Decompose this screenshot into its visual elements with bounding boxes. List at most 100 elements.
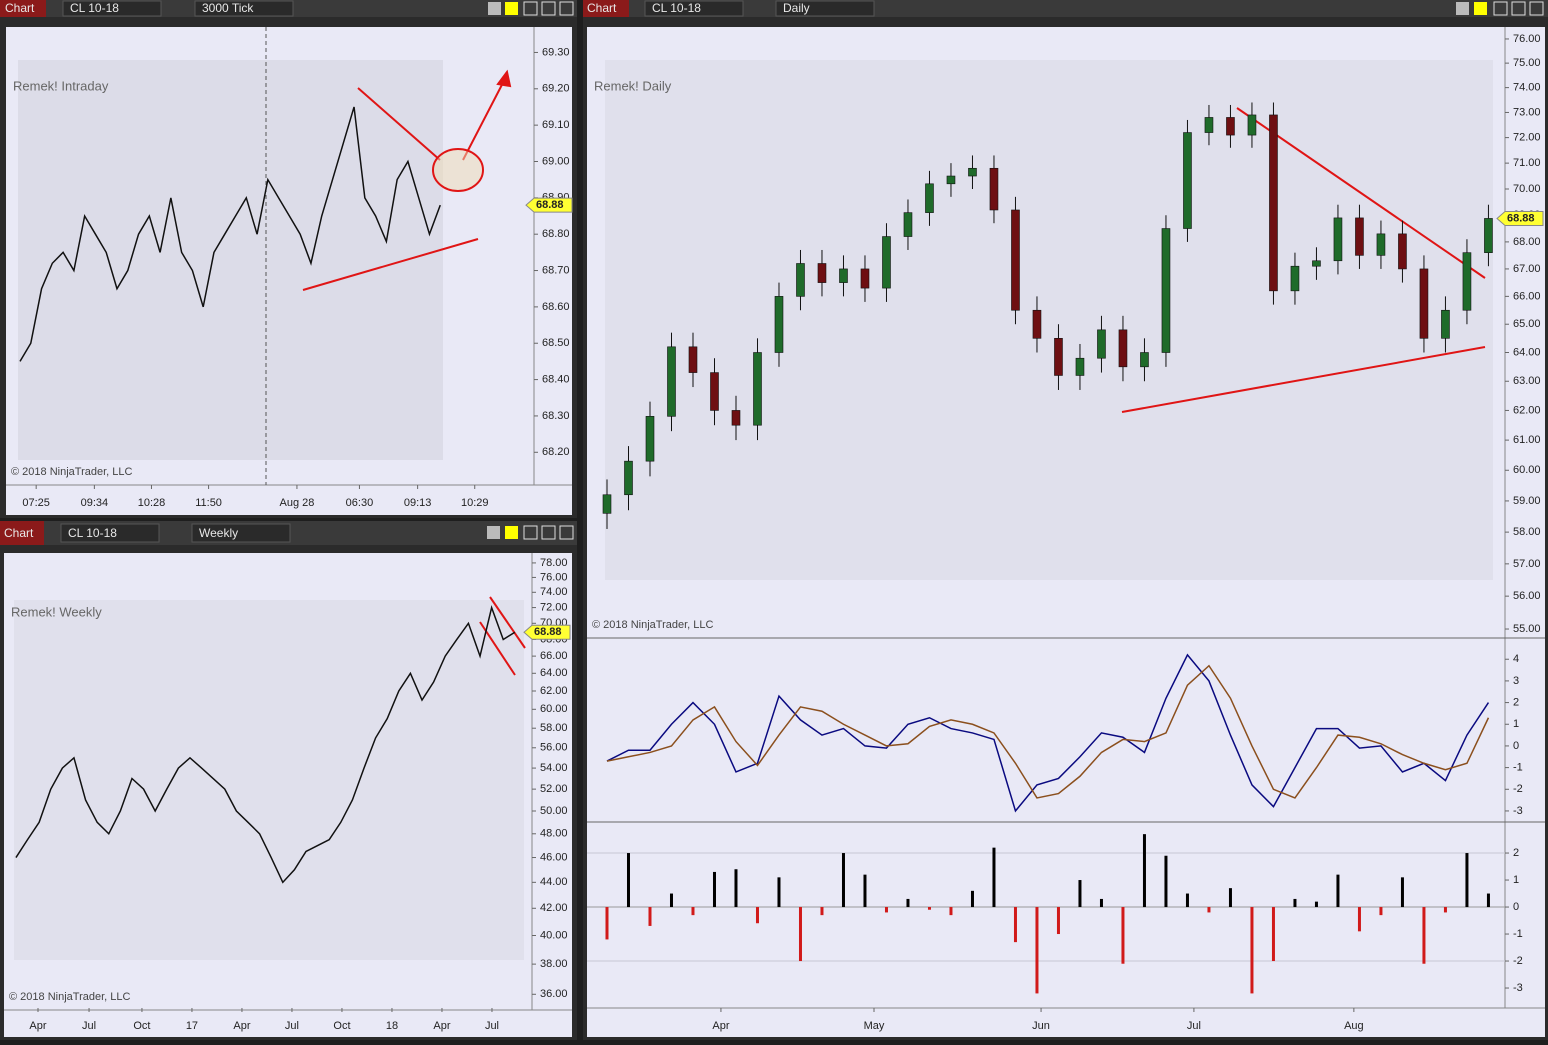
y-tick-label: 44.00 bbox=[540, 876, 568, 888]
x-tick-label: 11:50 bbox=[195, 497, 222, 509]
instrument-select[interactable] bbox=[60, 523, 160, 543]
period-select[interactable] bbox=[775, 0, 875, 17]
y-tick-label: 70.00 bbox=[1513, 183, 1541, 195]
y-tick-label: 46.00 bbox=[540, 851, 568, 863]
candle-body bbox=[1462, 252, 1472, 311]
bar bbox=[798, 907, 802, 962]
y-tick-label: 71.00 bbox=[1513, 157, 1541, 169]
color-button[interactable] bbox=[1474, 2, 1487, 15]
maximize-button[interactable] bbox=[541, 1, 556, 16]
candle-body bbox=[1226, 117, 1235, 136]
candle-body bbox=[1355, 217, 1364, 256]
y-tick-label: 61.00 bbox=[1513, 434, 1541, 446]
minimize-button[interactable] bbox=[1493, 1, 1508, 16]
y-tick-label: 78.00 bbox=[540, 557, 568, 569]
color-button[interactable] bbox=[1456, 2, 1469, 15]
toolbar: Chart CL 10-18 3000 Tick bbox=[0, 0, 577, 17]
bar bbox=[820, 907, 824, 916]
instrument-select[interactable] bbox=[62, 0, 162, 17]
bar bbox=[1013, 907, 1017, 943]
bar bbox=[1357, 907, 1361, 932]
close-button[interactable] bbox=[1529, 1, 1544, 16]
bar bbox=[605, 907, 609, 940]
bar bbox=[1443, 907, 1447, 913]
y-tick-label: 0 bbox=[1513, 901, 1519, 913]
toolbar: Chart CL 10-18 Weekly bbox=[0, 521, 577, 545]
copyright: © 2018 NinjaTrader, LLC bbox=[9, 991, 130, 1003]
y-tick-label: 36.00 bbox=[540, 988, 568, 1000]
candle-body bbox=[839, 268, 848, 283]
candle-body bbox=[774, 296, 784, 353]
y-tick-label: 50.00 bbox=[540, 805, 568, 817]
instrument-select[interactable] bbox=[644, 0, 744, 17]
y-tick-label: 58.00 bbox=[1513, 526, 1541, 538]
y-tick-label: 57.00 bbox=[1513, 558, 1541, 570]
candle-body bbox=[1484, 218, 1493, 253]
candle-body bbox=[860, 268, 870, 289]
candle-body bbox=[968, 167, 977, 177]
candle-body bbox=[645, 416, 655, 462]
y-tick-label: 67.00 bbox=[1513, 263, 1541, 275]
y-tick-label: 68.30 bbox=[542, 410, 570, 422]
bar bbox=[1185, 893, 1189, 908]
y-tick-label: 68.70 bbox=[542, 264, 570, 276]
instrument-label: CL 10-18 bbox=[68, 526, 117, 540]
y-tick-label: 72.00 bbox=[540, 601, 568, 613]
y-tick-label: -1 bbox=[1513, 762, 1523, 774]
x-tick-label: 10:29 bbox=[461, 497, 489, 509]
close-button[interactable] bbox=[559, 525, 574, 540]
candle-body bbox=[1419, 268, 1429, 339]
y-tick-label: 73.00 bbox=[1513, 106, 1541, 118]
x-tick-label: Apr bbox=[433, 1020, 450, 1032]
candle-body bbox=[817, 263, 827, 283]
candle-body bbox=[1075, 357, 1085, 376]
color-button[interactable] bbox=[487, 526, 500, 539]
close-button[interactable] bbox=[559, 1, 574, 16]
x-tick-label: 09:13 bbox=[404, 497, 432, 509]
bar bbox=[992, 847, 996, 908]
y-tick-label: 38.00 bbox=[540, 958, 568, 970]
chart-tab[interactable] bbox=[0, 0, 46, 17]
toolbar: Chart CL 10-18 Daily bbox=[583, 0, 1548, 17]
x-tick-label: 17 bbox=[186, 1020, 198, 1032]
chart-tab[interactable] bbox=[583, 0, 629, 17]
y-tick-label: -3 bbox=[1513, 982, 1523, 994]
y-tick-label: 66.00 bbox=[1513, 290, 1541, 302]
color-button[interactable] bbox=[505, 2, 518, 15]
chart-title: Remek! Weekly bbox=[11, 604, 102, 619]
x-tick-label: Aug 28 bbox=[280, 497, 315, 509]
period-select[interactable] bbox=[191, 523, 291, 543]
color-button[interactable] bbox=[488, 2, 501, 15]
copyright: © 2018 NinjaTrader, LLC bbox=[11, 466, 132, 478]
instrument-label: CL 10-18 bbox=[70, 1, 119, 15]
chart-tab[interactable] bbox=[0, 521, 44, 545]
candle-body bbox=[1333, 217, 1343, 262]
chart-title: Remek! Daily bbox=[594, 78, 672, 93]
bar bbox=[1164, 855, 1168, 908]
minimize-button[interactable] bbox=[523, 525, 538, 540]
candle-body bbox=[624, 460, 633, 496]
candle-body bbox=[796, 263, 805, 297]
bar bbox=[1250, 907, 1254, 994]
maximize-button[interactable] bbox=[1511, 1, 1526, 16]
period-label: Weekly bbox=[199, 526, 238, 540]
x-tick-label: Apr bbox=[29, 1020, 46, 1032]
bar bbox=[734, 869, 738, 908]
maximize-button[interactable] bbox=[541, 525, 556, 540]
candle-body bbox=[903, 212, 913, 237]
y-tick-label: 42.00 bbox=[540, 902, 568, 914]
chart-tab-label: Chart bbox=[587, 1, 617, 15]
bar bbox=[1422, 907, 1426, 964]
period-select[interactable] bbox=[194, 0, 294, 17]
x-tick-label: Apr bbox=[712, 1020, 729, 1032]
y-tick-label: 74.00 bbox=[1513, 82, 1541, 94]
candle-body bbox=[731, 410, 741, 426]
y-tick-label: 58.00 bbox=[540, 722, 568, 734]
candle-body bbox=[1290, 265, 1300, 292]
y-tick-label: 0 bbox=[1513, 740, 1519, 752]
color-button[interactable] bbox=[505, 526, 518, 539]
minimize-button[interactable] bbox=[523, 1, 538, 16]
x-tick-label: 06:30 bbox=[346, 497, 374, 509]
x-tick-label: 10:28 bbox=[138, 497, 166, 509]
